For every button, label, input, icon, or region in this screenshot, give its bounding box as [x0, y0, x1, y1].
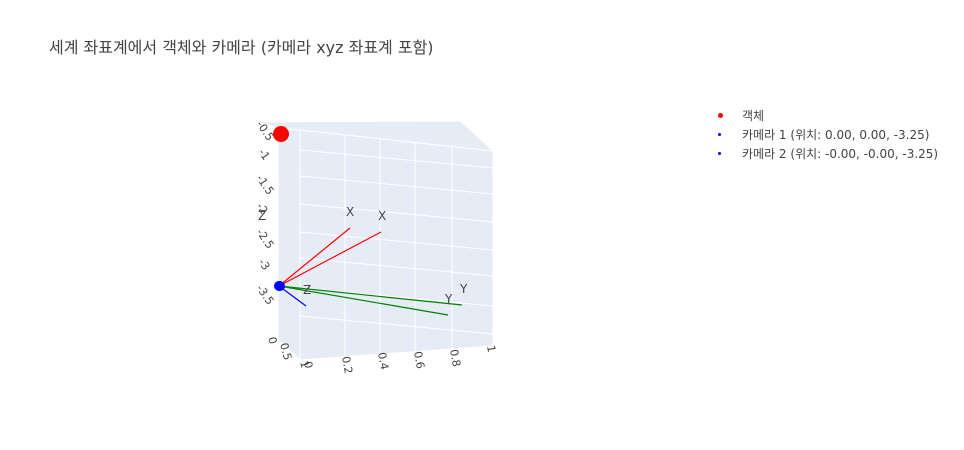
camera-axis-line-x	[278, 231, 382, 287]
legend-marker-icon	[712, 144, 742, 163]
y-tick-label: 0	[301, 360, 315, 369]
x-tick-label: 0.5	[277, 341, 294, 361]
scene-markers	[273, 126, 289, 291]
y-tick-label: 0.4	[375, 351, 391, 370]
y-axis-ticks: 0 0.2 0.4 0.6 0.8 1	[301, 344, 498, 374]
camera-axis-label-y: Y	[459, 282, 468, 296]
legend-marker-icon	[712, 125, 742, 144]
scene-side-wall	[277, 127, 301, 362]
grid-line	[299, 231, 494, 251]
legend-label: 카메라 2 (위치: -0.00, -0.00, -3.25)	[742, 147, 939, 161]
camera-axis-line-x	[278, 227, 351, 287]
marker-object[interactable]	[273, 126, 289, 142]
legend-label: 객체	[742, 109, 765, 123]
legend-marker-icon	[712, 106, 742, 125]
x-axis-ticks: 00.51	[265, 335, 311, 369]
legend-item[interactable]: 객체	[712, 106, 938, 125]
grid-line	[299, 203, 494, 223]
scene-gridlines	[299, 134, 494, 357]
camera-axis-label-z: Z	[303, 283, 311, 297]
camera-axis-label-y: Y	[444, 292, 453, 306]
camera-axes: X X YY Z	[278, 205, 468, 316]
y-tick-label: 1	[484, 344, 498, 353]
z-tick-label: -2.5	[254, 226, 277, 251]
legend-item[interactable]: 카메라 2 (위치: -0.00, -0.00, -3.25)	[712, 144, 938, 163]
marker-camera-2[interactable]	[275, 281, 285, 291]
camera-axis-label-x: X	[378, 209, 386, 223]
z-tick-label: -1	[256, 146, 273, 162]
legend-label: 카메라 1 (위치: 0.00, 0.00, -3.25)	[742, 128, 930, 142]
x-tick-label: 1	[297, 359, 311, 369]
scene-top-wall	[257, 120, 495, 152]
grid-line	[299, 149, 494, 169]
z-tick-label: -1.5	[254, 172, 277, 197]
chart-title: 세계 좌표계에서 객체와 카메라 (카메라 xyz 좌표계 포함)	[49, 38, 434, 57]
grid-line	[299, 315, 494, 335]
legend-item[interactable]: 카메라 1 (위치: 0.00, 0.00, -3.25)	[712, 125, 938, 144]
z-axis-title: Z	[258, 209, 266, 223]
camera-axis-line-y	[278, 285, 463, 306]
y-tick-label: 0.8	[447, 348, 463, 367]
grid-line	[299, 257, 494, 277]
z-tick-label: -3	[256, 256, 273, 272]
x-tick-label: 0	[265, 335, 279, 345]
camera-axis-line-y	[278, 285, 449, 316]
camera-axis-label-x: X	[346, 205, 354, 219]
y-tick-label: 0.2	[339, 355, 355, 374]
z-tick-label: -3.5	[254, 282, 277, 307]
grid-line	[299, 175, 494, 195]
y-tick-label: 0.6	[411, 350, 427, 369]
